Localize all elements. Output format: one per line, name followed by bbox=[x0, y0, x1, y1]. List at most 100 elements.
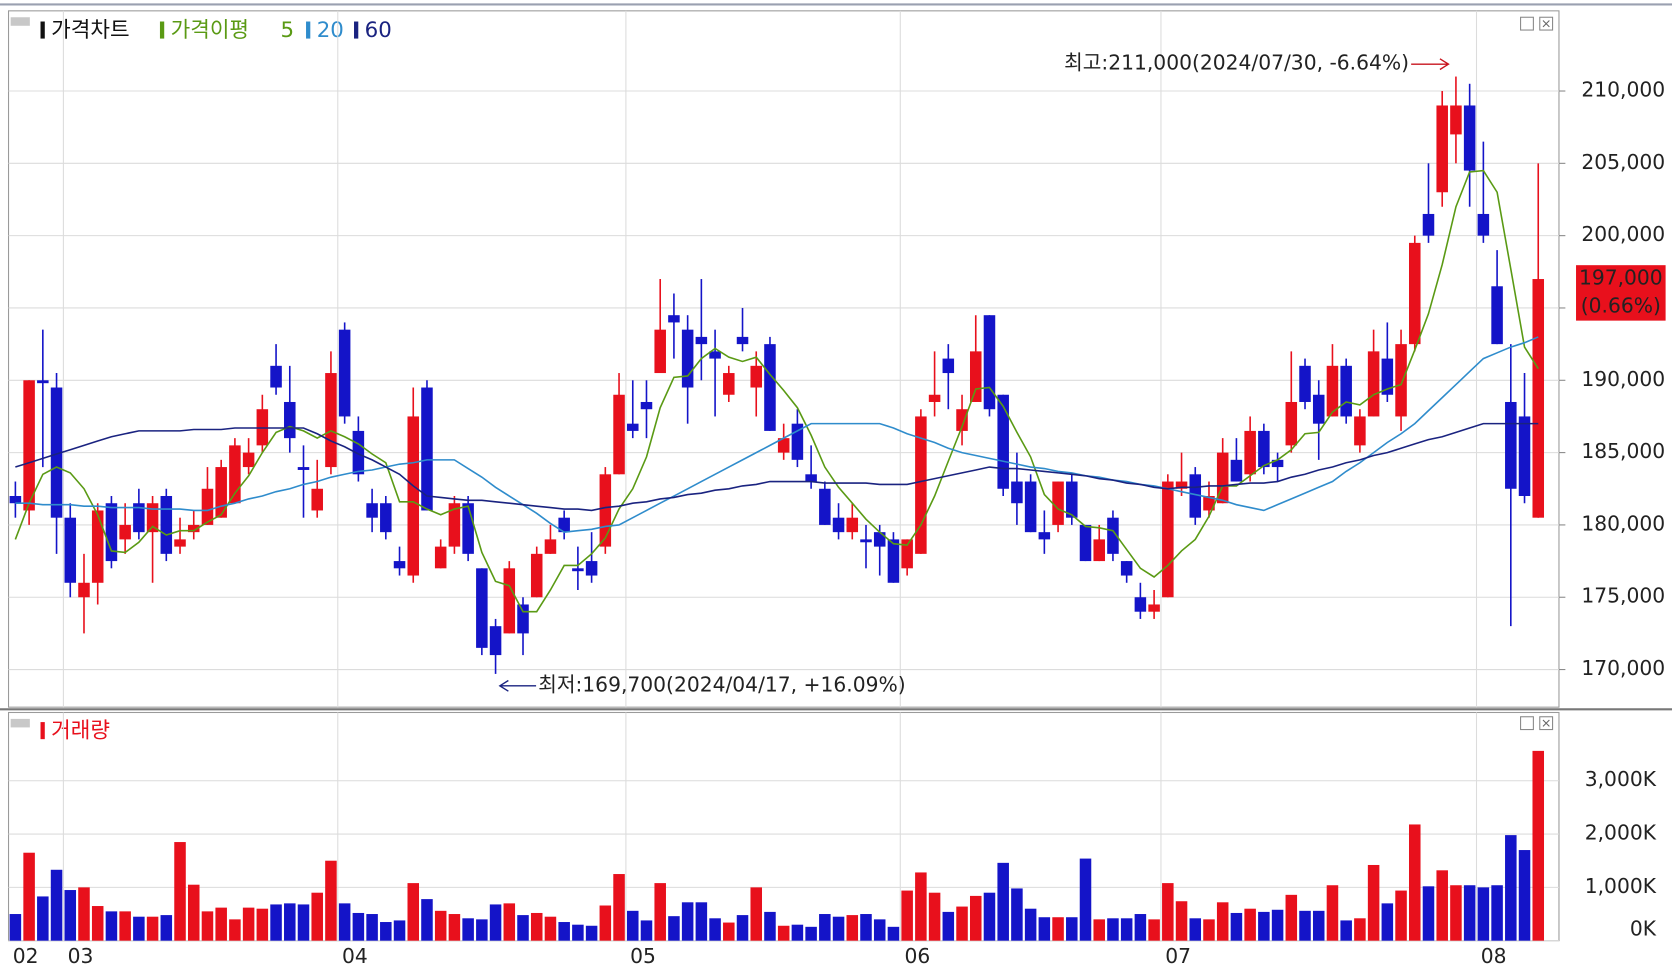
moving-average-line bbox=[15, 422, 1539, 512]
x-tick-label: 03 bbox=[68, 944, 94, 968]
candle-body bbox=[1505, 401, 1517, 489]
volume-bar bbox=[1162, 883, 1174, 941]
candle-body bbox=[1326, 365, 1339, 417]
volume-bar bbox=[338, 903, 351, 941]
annotation: 최고:211,000(2024/07/30, -6.64%) bbox=[1064, 51, 1409, 75]
minimize-button[interactable] bbox=[1520, 716, 1534, 731]
last-change-label: (0.66%) bbox=[1581, 293, 1661, 317]
volume-bar bbox=[695, 902, 708, 941]
candle-body bbox=[805, 474, 817, 482]
candle-body bbox=[1299, 365, 1311, 402]
volume-bar bbox=[242, 907, 255, 941]
chart-title: 가격차트 bbox=[51, 18, 129, 43]
close-button[interactable] bbox=[1539, 16, 1554, 31]
candle-body bbox=[119, 524, 131, 540]
volume-bar bbox=[229, 919, 241, 941]
candle-body bbox=[791, 423, 804, 460]
volume-bars bbox=[9, 750, 1545, 941]
volume-bar bbox=[764, 911, 776, 941]
candle-body bbox=[723, 373, 735, 395]
volume-bar bbox=[119, 911, 131, 941]
volume-bar bbox=[942, 911, 955, 941]
volume-bar bbox=[1518, 850, 1531, 941]
candle-body bbox=[1271, 459, 1284, 468]
volume-bar bbox=[1409, 824, 1421, 941]
volume-bar bbox=[1011, 888, 1023, 941]
x-tick-label: 04 bbox=[342, 944, 368, 968]
volume-bar bbox=[969, 895, 982, 941]
y-tick-label: 190,000 bbox=[1581, 367, 1665, 391]
volume-bar bbox=[846, 915, 859, 941]
candle-body bbox=[530, 553, 543, 598]
x-tick-label: 02 bbox=[13, 944, 39, 968]
volume-bar bbox=[393, 920, 406, 941]
legend-swatch bbox=[159, 21, 165, 39]
candle-body bbox=[201, 488, 214, 525]
volume-bar bbox=[558, 922, 570, 941]
candle-body bbox=[297, 467, 310, 470]
candle-body bbox=[1491, 286, 1503, 345]
volume-bar bbox=[489, 904, 502, 941]
candle-body bbox=[393, 561, 406, 569]
candle-body bbox=[709, 351, 721, 359]
volume-bar bbox=[1079, 858, 1092, 941]
volume-bar bbox=[887, 926, 900, 941]
volume-bar bbox=[723, 922, 735, 941]
volume-bar bbox=[215, 907, 227, 941]
candle-body bbox=[1436, 105, 1448, 193]
volume-bar bbox=[201, 911, 214, 941]
candle-body bbox=[819, 488, 831, 525]
close-icon bbox=[1542, 719, 1550, 727]
y-tick-label: 210,000 bbox=[1581, 78, 1665, 102]
candle-body bbox=[1107, 517, 1119, 554]
candle-body bbox=[311, 488, 323, 511]
candle-body bbox=[1052, 481, 1064, 525]
y-tick-label: 175,000 bbox=[1581, 584, 1665, 608]
volume-bar bbox=[517, 915, 529, 941]
candle-body bbox=[928, 394, 941, 402]
last-price-box bbox=[1576, 265, 1666, 321]
candle-body bbox=[1532, 279, 1545, 518]
legend-swatch bbox=[40, 21, 45, 39]
candle-body bbox=[1395, 344, 1407, 417]
volume-bar bbox=[352, 912, 365, 941]
candle-body bbox=[1477, 213, 1490, 236]
y-tick-label: 0K bbox=[1630, 917, 1657, 941]
candle-body bbox=[434, 546, 447, 569]
x-tick-label: 06 bbox=[905, 944, 931, 968]
candle-body bbox=[599, 474, 612, 547]
close-button[interactable] bbox=[1539, 716, 1554, 731]
candle-body bbox=[1381, 358, 1394, 395]
candle-body bbox=[860, 539, 872, 543]
volume-bar bbox=[640, 920, 653, 941]
volume-bar bbox=[1326, 885, 1339, 941]
volume-bar bbox=[133, 916, 145, 941]
legend-swatch bbox=[306, 21, 311, 39]
candle-body bbox=[901, 539, 913, 569]
volume-bar bbox=[654, 883, 666, 941]
volume-bar bbox=[105, 911, 118, 941]
candle-body bbox=[764, 344, 776, 431]
candle-body bbox=[613, 394, 625, 475]
candle-body bbox=[1244, 430, 1256, 475]
minimize-button[interactable] bbox=[1520, 16, 1534, 31]
moving-average-line bbox=[15, 336, 1539, 534]
volume-bar bbox=[1450, 885, 1462, 941]
volume-bar bbox=[297, 904, 310, 941]
candle-body bbox=[681, 329, 694, 388]
volume-bar bbox=[325, 860, 337, 941]
candle-body bbox=[997, 394, 1009, 489]
candle-body bbox=[654, 329, 666, 374]
volume-bar bbox=[462, 918, 474, 941]
volume-bar bbox=[805, 926, 817, 941]
volume-bar bbox=[1107, 918, 1119, 941]
candle-body bbox=[50, 387, 63, 518]
volume-bar bbox=[1312, 910, 1325, 941]
volume-bar bbox=[544, 916, 557, 941]
volume-bar bbox=[284, 903, 296, 941]
price-panel bbox=[7, 10, 1560, 708]
candle-body bbox=[23, 380, 35, 511]
volume-bar bbox=[1024, 908, 1037, 941]
